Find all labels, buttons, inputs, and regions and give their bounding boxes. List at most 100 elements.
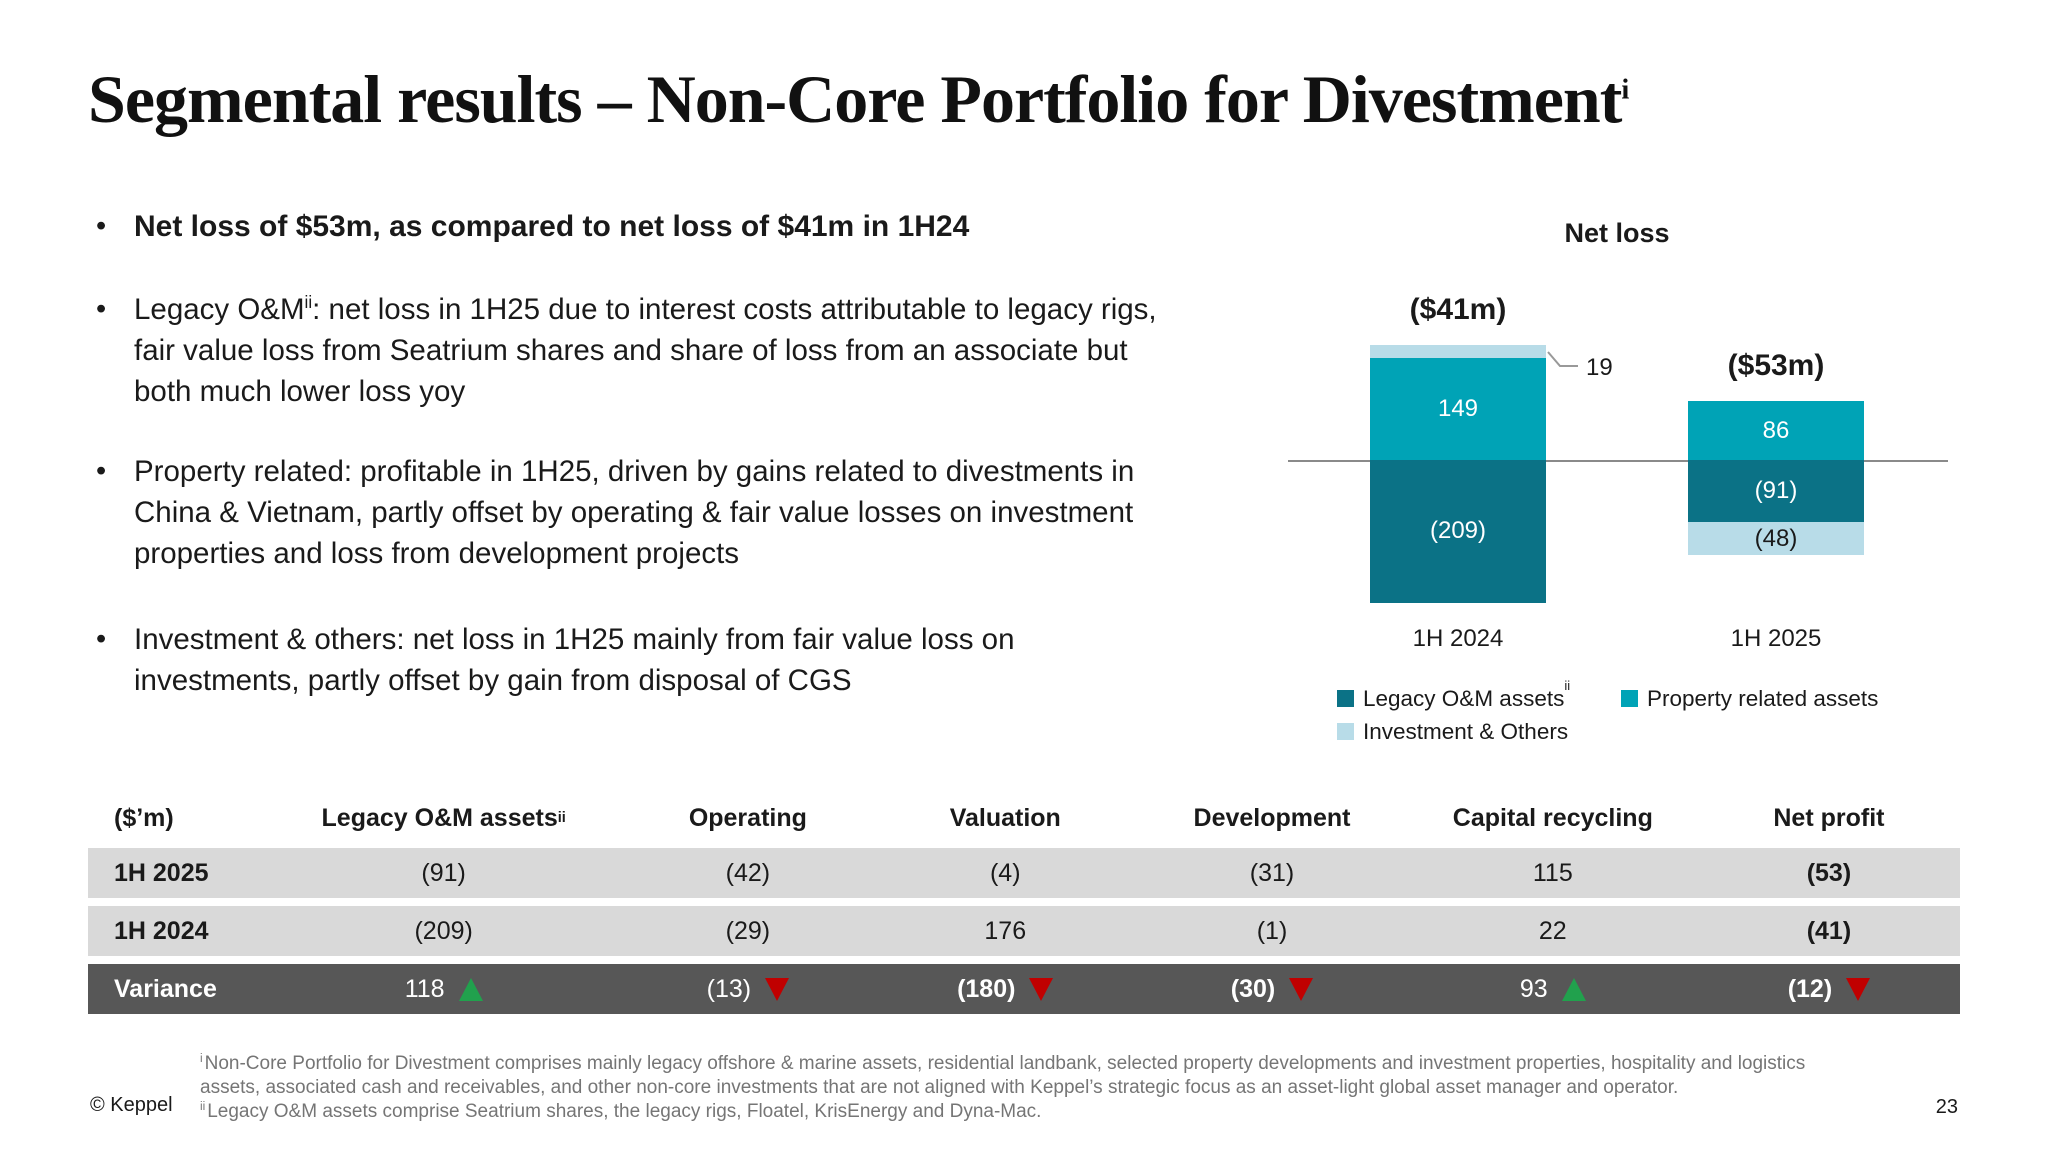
- legend-swatch-light-blue: [1337, 723, 1354, 740]
- segmental-results-table: ($’m) Legacy O&M assets ii Operating Valu…: [88, 796, 1960, 1014]
- column-header-capital-recycling: Capital recycling: [1452, 803, 1653, 832]
- row-label: 1H 2025: [114, 858, 209, 887]
- bullet-net-loss: • Net loss of $53m, as compared to net l…: [96, 206, 1184, 247]
- variance-value: 93: [1519, 974, 1548, 1003]
- bar-total-label: ($53m): [1727, 349, 1825, 383]
- cell-operating: (13): [622, 964, 875, 1014]
- table-row-variance: Variance 118 (13) (180) (30) 93 (12): [88, 964, 1960, 1014]
- bullet-text: Property related: profitable in 1H25, dr…: [134, 455, 1135, 570]
- table-row-1h2024: 1H 2024 (209) (29) 176 (1) 22 (41): [88, 906, 1960, 956]
- variance-value: (180): [957, 974, 1016, 1003]
- column-header-unit: ($’m): [114, 803, 174, 832]
- cell-valuation: (4): [989, 858, 1021, 887]
- down-arrow-icon: [1846, 977, 1871, 1001]
- bar-segment: (91): [1688, 460, 1864, 523]
- column-header-valuation: Valuation: [949, 803, 1061, 832]
- title-text: Segmental results – Non-Core Portfolio f…: [88, 61, 1622, 137]
- bullet-investment-others: • Investment & others: net loss in 1H25 …: [96, 619, 1184, 701]
- page-number: 23: [1935, 1096, 1958, 1118]
- bullet-dot: •: [96, 293, 107, 325]
- bullet-text-post: : net loss in 1H25 due to interest costs…: [134, 293, 1157, 408]
- column-header-legacy-om: Legacy O&M assets ii: [321, 803, 566, 832]
- footnote-text: Legacy O&M assets comprise Seatrium shar…: [207, 1101, 1042, 1122]
- cell-operating: (29): [725, 916, 771, 945]
- legend-label: Property related assets: [1647, 686, 1879, 711]
- bullet-property-related: • Property related: profitable in 1H25, …: [96, 451, 1184, 574]
- variance-value: (12): [1787, 974, 1833, 1003]
- row-label: Variance: [114, 974, 217, 1003]
- bullet-text: Investment & others: net loss in 1H25 ma…: [134, 623, 1015, 697]
- bullet-text: Net loss of $53m, as compared to net los…: [134, 210, 970, 243]
- legend-row: Investment & Others: [1337, 719, 2017, 745]
- bullet-dot: •: [96, 623, 107, 655]
- bullet-text-pre: Legacy O&M: [134, 293, 305, 326]
- cell-valuation: 176: [984, 916, 1027, 945]
- callout-line: [1547, 350, 1578, 367]
- legend-label: Investment & Others: [1363, 719, 1569, 744]
- plot-area: (209) 149 19 ($41m) 1H 2024 (91) 86 (48) ($53m) 1…: [1280, 200, 2020, 770]
- net-loss-chart: Net loss (209) 149 19 ($41m) 1H 2024 (91) 86 (4…: [1280, 200, 2020, 770]
- footnote-i: i Non-Core Portfolio for Divestment compr…: [200, 1052, 1860, 1100]
- page-title: Segmental results – Non-Core Portfolio f…: [88, 60, 1629, 139]
- column-header-development: Development: [1193, 803, 1351, 832]
- cell-operating: (42): [725, 858, 771, 887]
- table-header-row: ($’m) Legacy O&M assets ii Operating Valu…: [88, 796, 1960, 840]
- bar-segment: (209): [1370, 460, 1546, 603]
- cell-valuation: (180): [874, 964, 1136, 1014]
- copyright-label: © Keppel: [90, 1094, 173, 1116]
- column-header-net-profit: Net profit: [1773, 803, 1885, 832]
- up-arrow-icon: [1561, 977, 1586, 1001]
- x-axis-label: 1H 2024: [1412, 625, 1504, 652]
- down-arrow-icon: [765, 977, 790, 1001]
- footnote-text: Non-Core Portfolio for Divestment compri…: [200, 1053, 1806, 1098]
- bar-segment: 149: [1370, 358, 1546, 460]
- cell-capital-recycling: 115: [1532, 858, 1573, 887]
- cell-development: (31): [1249, 858, 1295, 887]
- chart-legend: Legacy O&M assets ii Property related ass…: [1337, 679, 2017, 752]
- bullet-text: Legacy O&Mii: net loss in 1H25 due to in…: [134, 289, 1184, 412]
- cell-legacy-om: (91): [421, 858, 466, 887]
- segment-label-outside: 19: [1586, 353, 1613, 381]
- footnotes: i Non-Core Portfolio for Divestment compr…: [200, 1052, 1860, 1124]
- column-header-operating: Operating: [688, 803, 807, 832]
- legend-swatch-dark-teal: [1337, 690, 1354, 707]
- cell-net-profit: (12): [1698, 964, 1960, 1014]
- down-arrow-icon: [1029, 977, 1054, 1001]
- table-row-1h2025: 1H 2025 (91) (42) (4) (31) 115 (53): [88, 848, 1960, 898]
- footnote-superscript: i: [200, 1051, 203, 1065]
- down-arrow-icon: [1289, 977, 1314, 1001]
- chart-title: Net loss: [1564, 218, 1670, 248]
- x-axis-label: 1H 2025: [1730, 625, 1822, 652]
- legend-item-investment-others: Investment & Others: [1337, 719, 1621, 745]
- legend-row: Legacy O&M assets ii Property related ass…: [1337, 679, 2017, 712]
- bar-segment: 86: [1688, 401, 1864, 460]
- legend-swatch-teal: [1621, 690, 1638, 707]
- cell-net-profit: (53): [1806, 858, 1852, 887]
- footnote-superscript: ii: [200, 1099, 206, 1113]
- bar-segment: [1370, 345, 1546, 359]
- column-header-text: Legacy O&M assets: [321, 803, 558, 832]
- bar-total-label: ($41m): [1409, 293, 1507, 327]
- variance-value: 118: [404, 974, 445, 1003]
- bullet-dot: •: [96, 455, 107, 487]
- up-arrow-icon: [458, 977, 483, 1001]
- row-label: 1H 2024: [114, 916, 209, 945]
- cell-net-profit: (41): [1806, 916, 1852, 945]
- bullet-superscript: ii: [304, 293, 313, 313]
- title-superscript: i: [1621, 74, 1629, 106]
- legend-item-legacy-om: Legacy O&M assets ii: [1337, 679, 1621, 712]
- cell-development: (30): [1136, 964, 1407, 1014]
- bullet-dot: •: [96, 210, 107, 242]
- variance-value: (13): [706, 974, 752, 1003]
- cell-development: (1): [1256, 916, 1288, 945]
- cell-capital-recycling: 22: [1538, 916, 1567, 945]
- bar-segment: (48): [1688, 522, 1864, 556]
- cell-legacy-om: 118: [266, 964, 622, 1014]
- variance-value: (30): [1230, 974, 1276, 1003]
- cell-capital-recycling: 93: [1408, 964, 1698, 1014]
- legend-item-property-related: Property related assets: [1621, 686, 1878, 712]
- legend-label: Legacy O&M assets: [1363, 686, 1565, 711]
- cell-legacy-om: (209): [414, 916, 473, 945]
- zero-axis-line: [1288, 460, 1948, 462]
